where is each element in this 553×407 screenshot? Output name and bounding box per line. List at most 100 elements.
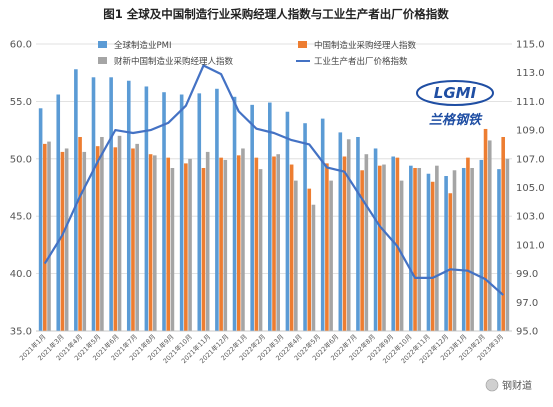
bar-global-pmi: [179, 94, 184, 332]
bar-caixin-pmi: [64, 148, 69, 331]
bar-china-pmi: [501, 136, 505, 331]
bar-caixin-pmi: [241, 148, 245, 331]
bar-caixin-pmi: [417, 167, 422, 331]
watermark-text: 钢财道: [502, 379, 532, 392]
bar-global-pmi: [391, 156, 396, 331]
logo-ring: [416, 80, 494, 106]
bar-china-pmi: [184, 163, 188, 331]
bar-global-pmi: [109, 77, 113, 332]
y-right-tick-label: 113.0: [516, 68, 545, 79]
bar-global-pmi: [479, 159, 484, 331]
y-left-tick-label: 60.0: [10, 40, 32, 51]
lgmi-logo: LGMI 兰格钢铁: [416, 80, 494, 128]
bar-global-pmi: [232, 96, 237, 331]
ppi-line: [43, 64, 504, 296]
legend-label: 中国制造业采购经理人指数: [314, 40, 417, 51]
bar-global-pmi: [197, 93, 202, 331]
logo-subtitle: 兰格钢铁: [429, 112, 483, 128]
bar-caixin-pmi: [100, 136, 104, 331]
legend-swatch: [98, 57, 107, 64]
bar-global-pmi: [461, 167, 466, 331]
y-right-tick-label: 115.0: [516, 40, 545, 51]
y-right-tick-label: 107.0: [516, 154, 545, 165]
bar-china-pmi: [78, 136, 82, 331]
bar-global-pmi: [320, 118, 325, 332]
chart-title: 图1 全球及中国制造行业采购经理人指数与工业生产者出厂价格指数: [103, 7, 449, 21]
bar-china-pmi: [395, 157, 400, 331]
y-left-tick-label: 40.0: [10, 269, 32, 280]
bar-caixin-pmi: [311, 204, 316, 331]
bar-caixin-pmi: [382, 164, 386, 331]
bar-caixin-pmi: [188, 158, 192, 331]
bar-caixin-pmi: [435, 165, 439, 331]
legend-label: 工业生产者出厂价格指数: [314, 56, 408, 67]
bar-china-pmi: [325, 163, 329, 331]
bar-global-pmi: [38, 108, 43, 332]
bar-global-pmi: [144, 86, 149, 331]
bar-caixin-pmi: [135, 143, 139, 331]
bar-global-pmi: [91, 77, 96, 332]
bar-global-pmi: [285, 111, 290, 332]
bar-caixin-pmi: [452, 170, 457, 331]
bar-caixin-pmi: [364, 154, 369, 331]
bar-caixin-pmi: [470, 167, 474, 331]
bar-caixin-pmi: [346, 139, 351, 331]
bar-caixin-pmi: [276, 154, 280, 331]
bar-china-pmi: [413, 167, 417, 331]
bar-caixin-pmi: [329, 180, 333, 331]
bar-caixin-pmi: [223, 159, 228, 331]
watermark-icon: [485, 378, 499, 392]
bar-china-pmi: [131, 148, 135, 331]
bar-china-pmi: [43, 143, 47, 331]
y-right-tick-label: 101.0: [516, 240, 545, 251]
bar-global-pmi: [356, 136, 360, 331]
bar-caixin-pmi: [152, 155, 157, 331]
bars: [38, 69, 510, 332]
bar-china-pmi: [377, 165, 382, 331]
bar-caixin-pmi: [487, 140, 492, 331]
y-left-tick-label: 35.0: [10, 327, 32, 338]
y-right-tick-label: 97.0: [516, 298, 538, 309]
y-right-tick-label: 109.0: [516, 126, 545, 137]
bar-china-pmi: [148, 154, 153, 331]
y-right-tick-label: 99.0: [516, 269, 538, 280]
logo-text: LGMI: [434, 84, 477, 102]
bar-global-pmi: [74, 69, 78, 332]
bar-caixin-pmi: [205, 151, 210, 331]
bar-china-pmi: [236, 155, 241, 331]
bar-china-pmi: [201, 167, 206, 331]
y-left-tick-label: 55.0: [10, 97, 32, 108]
bar-caixin-pmi: [170, 167, 175, 331]
legend-label: 财新中国制造业采购经理人指数: [114, 56, 234, 67]
bar-global-pmi: [250, 104, 254, 332]
bar-china-pmi: [448, 193, 453, 331]
y-left-tick-label: 50.0: [10, 154, 32, 165]
bar-china-pmi: [307, 188, 312, 331]
legend-swatch: [298, 41, 307, 48]
watermark: 钢财道: [485, 378, 532, 392]
bar-china-pmi: [113, 147, 118, 331]
bar-china-pmi: [342, 156, 347, 331]
bar-global-pmi: [268, 102, 272, 331]
bar-caixin-pmi: [47, 141, 51, 331]
bar-china-pmi: [219, 157, 223, 331]
ppi-line-path: [43, 64, 504, 296]
bar-caixin-pmi: [117, 135, 122, 331]
bar-china-pmi: [466, 157, 470, 331]
bar-china-pmi: [289, 164, 294, 331]
bar-china-pmi: [166, 157, 171, 331]
bar-global-pmi: [303, 123, 307, 331]
y-right-tick-label: 111.0: [516, 97, 545, 108]
y-axis-right: 95.0 97.0 99.0 101.0 103.0 105.0 107.0 109.0 111…: [516, 40, 545, 338]
bar-china-pmi: [254, 157, 259, 331]
bar-global-pmi: [426, 173, 431, 331]
bar-china-pmi: [60, 151, 65, 331]
bar-caixin-pmi: [258, 169, 263, 331]
y-axis-left: 35.0 40.0 45.0 50.0 55.0 60.0: [10, 40, 32, 338]
y-right-tick-label: 103.0: [516, 212, 545, 223]
bar-caixin-pmi: [82, 151, 87, 331]
bar-global-pmi: [444, 176, 448, 331]
legend-swatch: [98, 41, 107, 48]
